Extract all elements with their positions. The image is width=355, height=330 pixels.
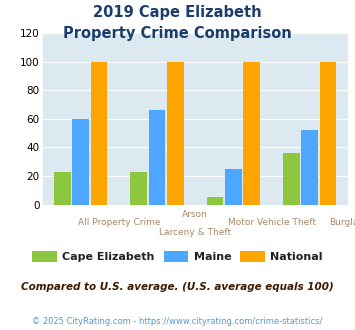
- Text: 2019 Cape Elizabeth: 2019 Cape Elizabeth: [93, 5, 262, 20]
- Bar: [149, 110, 165, 205]
- Text: © 2025 CityRating.com - https://www.cityrating.com/crime-statistics/: © 2025 CityRating.com - https://www.city…: [32, 317, 323, 326]
- Legend: Cape Elizabeth, Maine, National: Cape Elizabeth, Maine, National: [28, 247, 327, 267]
- Text: Compared to U.S. average. (U.S. average equals 100): Compared to U.S. average. (U.S. average …: [21, 282, 334, 292]
- Bar: [320, 62, 337, 205]
- Bar: [72, 119, 89, 205]
- Bar: [130, 172, 147, 205]
- Bar: [225, 169, 242, 205]
- Bar: [301, 130, 318, 205]
- Text: Larceny & Theft: Larceny & Theft: [159, 228, 231, 237]
- Bar: [243, 62, 260, 205]
- Text: All Property Crime: All Property Crime: [78, 218, 160, 227]
- Text: Arson: Arson: [182, 210, 208, 218]
- Bar: [91, 62, 108, 205]
- Bar: [207, 197, 224, 205]
- Text: Burglary: Burglary: [329, 218, 355, 227]
- Bar: [283, 153, 300, 205]
- Text: Motor Vehicle Theft: Motor Vehicle Theft: [228, 218, 316, 227]
- Bar: [167, 62, 184, 205]
- Bar: [54, 172, 71, 205]
- Text: Property Crime Comparison: Property Crime Comparison: [63, 26, 292, 41]
